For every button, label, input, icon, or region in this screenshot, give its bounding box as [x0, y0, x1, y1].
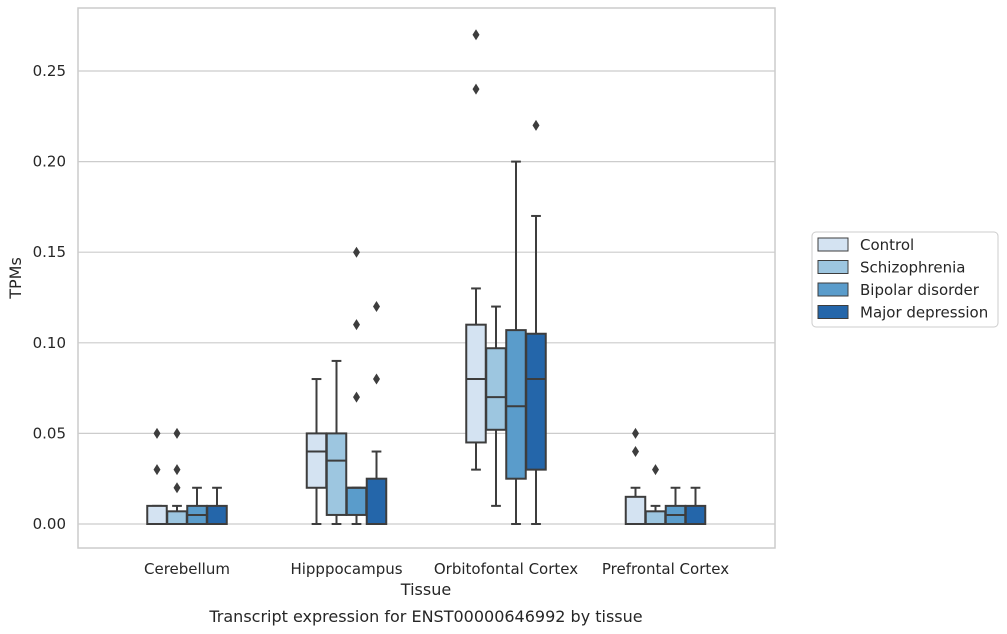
box-body [206, 504, 228, 526]
y-tick-label: 0.20 [33, 153, 66, 171]
box [206, 486, 228, 526]
legend-swatch [817, 282, 849, 297]
plot-area-frame [77, 7, 776, 549]
legend-label: Bipolar disorder [860, 281, 980, 299]
legend-label: Major depression [860, 304, 988, 322]
box [186, 486, 208, 526]
y-tick-label: 0.00 [33, 515, 66, 533]
x-tick-label: Orbitofontal Cortex [434, 560, 578, 578]
x-tick-label: Hipppocampus [290, 560, 402, 578]
box-body [465, 323, 487, 444]
box [505, 160, 527, 525]
legend-swatch [817, 237, 849, 252]
outlier-point [353, 246, 360, 258]
box-body [684, 504, 707, 526]
legend-frame [811, 231, 999, 328]
box [664, 486, 687, 526]
legend-swatch [817, 260, 849, 274]
outlier-point [472, 29, 480, 41]
legend-label: Control [860, 236, 914, 254]
outlier-point [652, 464, 659, 476]
box-body [305, 432, 328, 489]
outlier-point [373, 373, 380, 385]
box [525, 119, 547, 525]
box-body [525, 332, 547, 471]
outlier-point [472, 83, 480, 95]
series-schizophrenia [166, 305, 667, 526]
box [485, 305, 507, 507]
box [465, 29, 487, 471]
box [325, 359, 348, 525]
box-body [365, 477, 388, 526]
series-bipolar-disorder [186, 160, 687, 526]
y-tick-label: 0.25 [33, 62, 66, 80]
box-series [146, 29, 707, 526]
box-body [166, 510, 188, 526]
box-body [644, 510, 667, 526]
outlier-point [153, 464, 161, 476]
y-axis-label: TPMs [6, 257, 25, 300]
box-body [325, 432, 348, 516]
y-tick-label: 0.10 [33, 334, 66, 352]
box-body [146, 504, 168, 526]
outlier-point [632, 446, 639, 458]
box-body [485, 347, 507, 431]
outlier-point [532, 119, 540, 131]
legend: Control Schizophrenia Bipolar disorder Majo… [811, 231, 999, 328]
box [345, 246, 368, 525]
outlier-point [153, 427, 161, 439]
box-body [624, 495, 647, 526]
outlier-point [353, 391, 360, 403]
series-control [146, 29, 647, 526]
series-major-depression [206, 119, 707, 526]
box [166, 427, 188, 526]
box [365, 301, 388, 526]
box [644, 464, 667, 526]
outlier-point [173, 464, 181, 476]
chart-caption: Transcript expression for ENST0000064699… [208, 607, 642, 626]
x-tick-label: Prefrontal Cortex [602, 560, 729, 578]
y-tick-label: 0.15 [33, 243, 66, 261]
box-body [345, 486, 368, 516]
outlier-point [353, 319, 360, 331]
box [305, 378, 328, 525]
box [624, 427, 647, 526]
x-tick-labels: Cerebellum Hipppocampus Orbitofontal Corte… [144, 560, 729, 578]
y-tick-label: 0.05 [33, 424, 66, 442]
outlier-point [173, 427, 181, 439]
y-tick-labels: 0.00 0.05 0.10 0.15 0.20 0.25 [33, 62, 66, 533]
outlier-point [373, 301, 380, 313]
legend-swatch [817, 305, 849, 319]
x-axis-label: Tissue [400, 580, 451, 599]
box [684, 486, 707, 526]
box [146, 427, 168, 526]
outlier-point [173, 482, 181, 494]
legend-label: Schizophrenia [860, 259, 965, 277]
outlier-point [632, 427, 639, 439]
gridlines [78, 70, 775, 525]
box-body [505, 329, 527, 480]
x-tick-label: Cerebellum [144, 560, 230, 578]
